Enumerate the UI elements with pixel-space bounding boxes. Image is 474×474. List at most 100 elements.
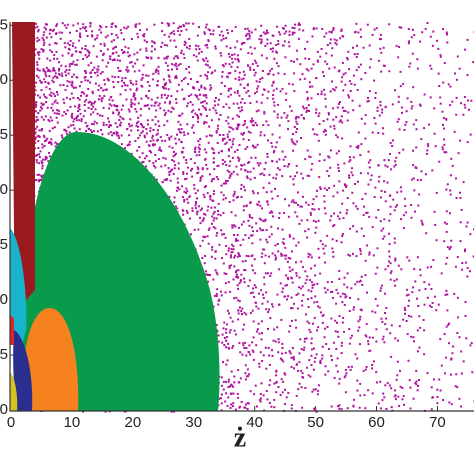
scatter-dot [231,140,234,143]
scatter-dot [223,137,226,140]
scatter-dot [427,145,430,148]
scatter-dot [235,165,238,168]
scatter-dot [270,225,273,228]
scatter-dot [163,109,166,112]
scatter-dot [227,378,230,381]
scatter-dot [265,57,268,60]
scatter-dot [289,270,292,273]
scatter-dot [225,179,227,182]
scatter-dot [326,118,329,121]
scatter-dot [262,394,265,397]
scatter-dot [146,81,149,83]
scatter-dot [183,200,186,203]
scatter-dot [271,305,274,308]
scatter-dot [226,136,229,138]
scatter-dot [338,180,341,183]
scatter-dot [212,305,215,308]
scatter-dot [426,152,428,155]
scatter-dot [117,134,120,137]
scatter-dot [380,284,383,287]
scatter-dot [128,110,131,113]
scatter-dot [97,98,100,101]
scatter-dot [320,311,322,314]
scatter-dot [53,69,56,72]
scatter-dot [194,151,197,154]
scatter-dot [306,320,309,323]
scatter-dot [167,94,170,97]
scatter-dot [232,102,235,105]
scatter-dot [96,130,99,133]
scatter-dot [458,336,461,339]
scatter-dot [414,166,417,169]
scatter-dot [84,27,86,30]
x-tick-label: 30 [185,414,202,431]
scatter-dot [377,132,380,134]
scatter-dot [288,350,291,353]
scatter-dot [238,123,241,126]
scatter-dot [161,30,164,33]
scatter-dot [145,132,148,135]
scatter-dot [465,337,468,340]
scatter-dot [170,31,173,34]
scatter-dot [235,269,238,272]
scatter-dot [342,217,345,220]
scatter-dot [326,189,329,191]
scatter-dot [201,239,204,242]
scatter-dot [253,124,255,127]
scatter-dot [96,74,99,77]
scatter-dot [162,85,165,88]
scatter-dot [187,83,190,86]
scatter-dot [426,372,429,375]
scatter-dot [145,47,148,50]
scatter-dot [401,111,403,114]
scatter-dot [259,227,261,230]
scatter-dot [34,89,37,92]
scatter-dot [356,389,359,392]
scatter-dot [87,54,90,57]
scatter-dot [419,104,422,107]
scatter-dot [265,238,268,241]
scatter-dot [471,371,474,374]
scatter-dot [339,37,342,40]
scatter-dot [73,127,76,130]
scatter-dot [36,153,39,156]
scatter-dot [248,34,251,37]
scatter-dot [263,110,266,113]
scatter-dot [168,195,171,198]
scatter-dot [224,400,227,403]
scatter-dot [341,292,344,295]
scatter-dot [240,223,243,226]
scatter-dot [209,274,211,277]
scatter-dot [356,357,359,360]
scatter-dot [328,67,331,70]
scatter-dot [167,69,170,71]
scatter-dot [192,116,195,118]
scatter-dot [211,248,214,251]
scatter-dot [330,317,333,320]
scatter-dot [318,123,321,126]
scatter-dot [103,83,106,86]
scatter-dot [48,32,51,35]
scatter-dot [66,42,69,45]
scatter-dot [109,58,112,60]
scatter-dot [278,124,281,127]
scatter-dot [270,233,273,236]
scatter-dot [319,188,322,190]
scatter-dot [311,348,313,351]
scatter-dot [137,129,139,132]
scatter-dot [262,293,264,296]
scatter-dot [221,159,224,161]
scatter-dot [206,235,209,238]
scatter-dot [199,113,202,116]
scatter-dot [410,216,413,219]
scatter-dot [201,105,204,108]
scatter-dot [42,174,45,177]
scatter-dot [222,211,225,214]
scatter-dot [226,29,229,31]
scatter-dot [358,406,361,409]
scatter-dot [274,258,277,261]
scatter-dot [338,407,341,410]
scatter-dot [270,405,273,408]
scatter-dot [313,264,316,267]
scatter-dot [271,303,273,306]
